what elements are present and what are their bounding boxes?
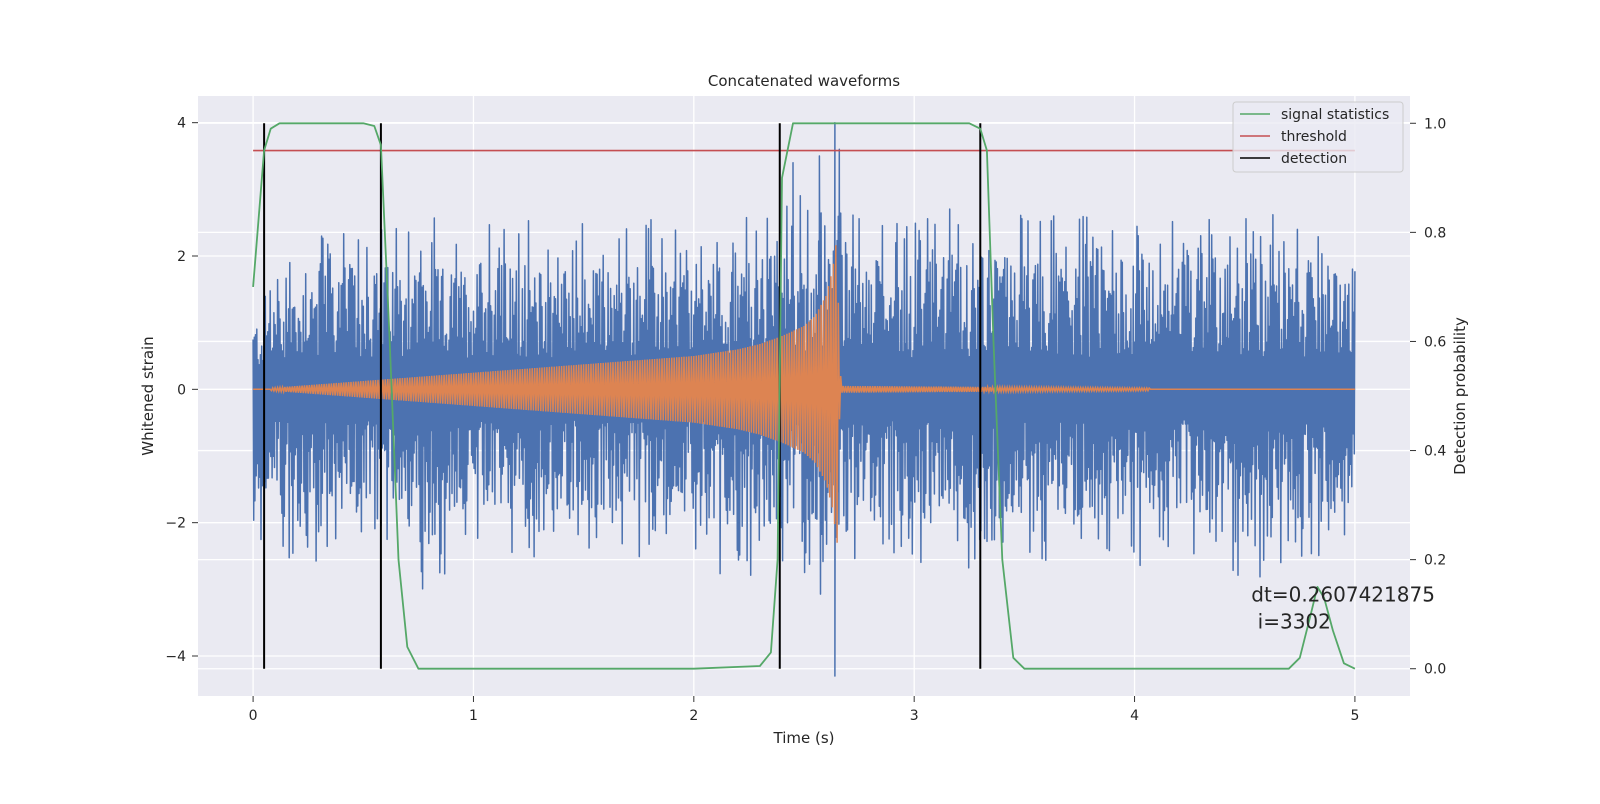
injected-waveform-series (253, 245, 1355, 543)
x-tick-label: 2 (689, 708, 698, 724)
legend-label-signal-statistics: signal statistics (1281, 107, 1389, 123)
legend-label-threshold: threshold (1281, 129, 1347, 145)
annotation-dt: dt=0.2607421875 (1251, 582, 1435, 606)
legend-box (1232, 101, 1404, 173)
y-tick-label-right: 1.0 (1424, 116, 1446, 132)
y-tick-label-left: 4 (177, 116, 186, 132)
y-axis-label-left: Whitened strain (139, 336, 157, 455)
chart-title: Concatenated waveforms (708, 72, 900, 90)
y-tick-label-right: 0.6 (1424, 334, 1446, 350)
axes: 0 1 2 3 4 5 −4 −2 0 2 4 0.0 0.2 0.4 0.6 0.8 1.0 (165, 116, 1446, 724)
y-tick-label-right: 0.0 (1424, 662, 1446, 678)
y-tick-label-left: 0 (177, 382, 186, 398)
signal-statistics-line (252, 122, 1356, 670)
y-axis-label-right: Detection probability (1451, 317, 1469, 475)
x-tick-label: 5 (1350, 708, 1359, 724)
detection-series (263, 123, 982, 669)
injected-waveform-line (253, 245, 1355, 543)
noise-series (252, 121, 1356, 677)
signal-statistics-series (252, 122, 1356, 670)
y-tick-label-right: 0.4 (1424, 444, 1446, 460)
x-tick-label: 1 (469, 708, 478, 724)
annotation-index: i=3302 (1251, 609, 1331, 633)
x-tick-label: 3 (910, 708, 919, 724)
x-axis-label: Time (s) (773, 729, 835, 747)
y-tick-label-left: 2 (177, 249, 186, 265)
y-tick-label-left: −4 (165, 649, 186, 665)
legend-label-detection: detection (1281, 151, 1347, 167)
y-tick-label-right: 0.2 (1424, 553, 1446, 569)
legend: signal statistics threshold detection (1232, 101, 1404, 173)
x-tick-label: 4 (1130, 708, 1139, 724)
x-tick-label: 0 (249, 708, 258, 724)
noise-line (252, 121, 1356, 677)
y-tick-label-right: 0.8 (1424, 225, 1446, 241)
y-tick-label-left: −2 (165, 516, 186, 532)
